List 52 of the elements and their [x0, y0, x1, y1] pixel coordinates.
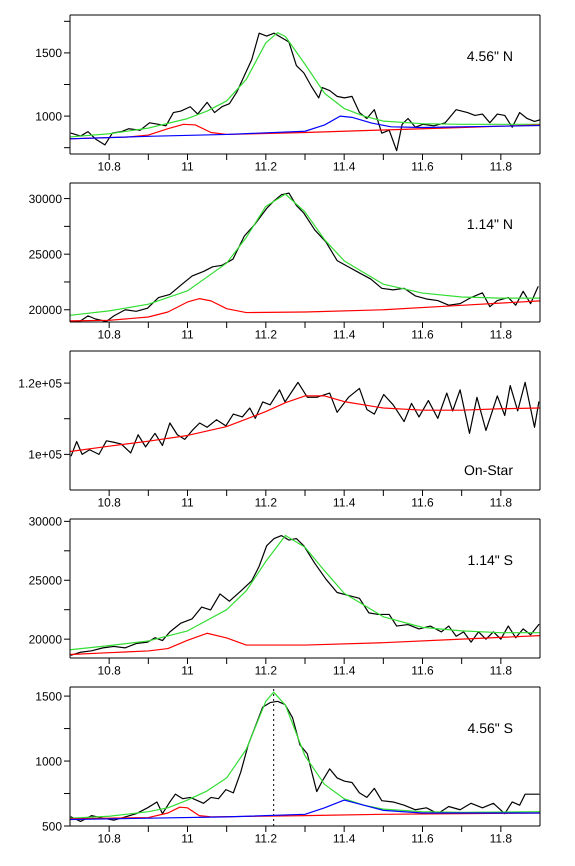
x-tick-label: 11.6	[411, 664, 434, 678]
y-tick-label: 1500	[35, 46, 62, 60]
x-tick-label: 11.2	[254, 496, 278, 510]
x-tick-label: 11.4	[332, 496, 356, 510]
line-series	[70, 799, 540, 820]
x-tick-label: 11	[181, 832, 194, 846]
x-tick-label: 11	[181, 328, 194, 342]
annotation: 4.56" N	[466, 48, 513, 64]
x-tick-label: 11.2	[254, 664, 278, 678]
x-tick-label: 11.2	[254, 328, 278, 342]
y-tick-label: 25000	[28, 574, 62, 588]
x-tick-label: 11.4	[332, 328, 356, 342]
x-tick-label: 11.6	[411, 496, 434, 510]
y-tick-label: 500	[42, 819, 62, 834]
x-tick-label: 11.8	[490, 328, 512, 342]
x-tick-label: 10.8	[97, 664, 122, 678]
x-tick-label: 11.4	[332, 832, 356, 846]
x-tick-label: 11.8	[490, 496, 512, 510]
x-tick-label: 10.8	[97, 160, 122, 174]
x-tick-label: 10.8	[97, 496, 122, 510]
y-tick-label: 1.2e+05	[18, 376, 62, 390]
line-series	[70, 395, 540, 452]
x-tick-label: 11.4	[332, 664, 356, 678]
x-tick-label: 11	[181, 664, 194, 678]
y-tick-label: 1000	[35, 754, 62, 768]
x-tick-label: 11.2	[254, 160, 278, 174]
y-tick-label: 30000	[28, 192, 62, 206]
annotation: On-Star	[464, 462, 513, 478]
x-tick-label: 11	[181, 496, 194, 510]
annotation: 4.56" S	[468, 720, 513, 736]
y-tick-label: 20000	[28, 303, 62, 318]
y-tick-label: 20000	[28, 632, 62, 646]
annotation: 1.14" S	[468, 552, 513, 568]
x-tick-label: 11.6	[411, 328, 434, 342]
y-tick-label: 1e+05	[28, 448, 62, 462]
x-tick-label: 11.8	[490, 832, 512, 846]
line-series	[70, 115, 540, 140]
x-tick-label: 11	[181, 160, 194, 174]
annotation: 1.14" N	[466, 216, 513, 232]
y-tick-label: 1500	[35, 689, 62, 704]
line-series	[70, 632, 540, 656]
x-tick-label: 10.8	[97, 328, 122, 342]
y-tick-label: 1000	[35, 109, 62, 124]
x-tick-label: 11.6	[411, 832, 434, 846]
x-tick-label: 11.6	[411, 160, 434, 174]
x-tick-label: 11.8	[490, 664, 512, 678]
x-tick-label: 11.8	[490, 160, 512, 174]
y-tick-label: 30000	[28, 514, 62, 529]
x-tick-label: 11.4	[332, 160, 356, 174]
x-tick-label: 11.2	[254, 832, 278, 846]
y-tick-label: 25000	[28, 247, 62, 262]
x-tick-label: 10.8	[97, 832, 122, 846]
